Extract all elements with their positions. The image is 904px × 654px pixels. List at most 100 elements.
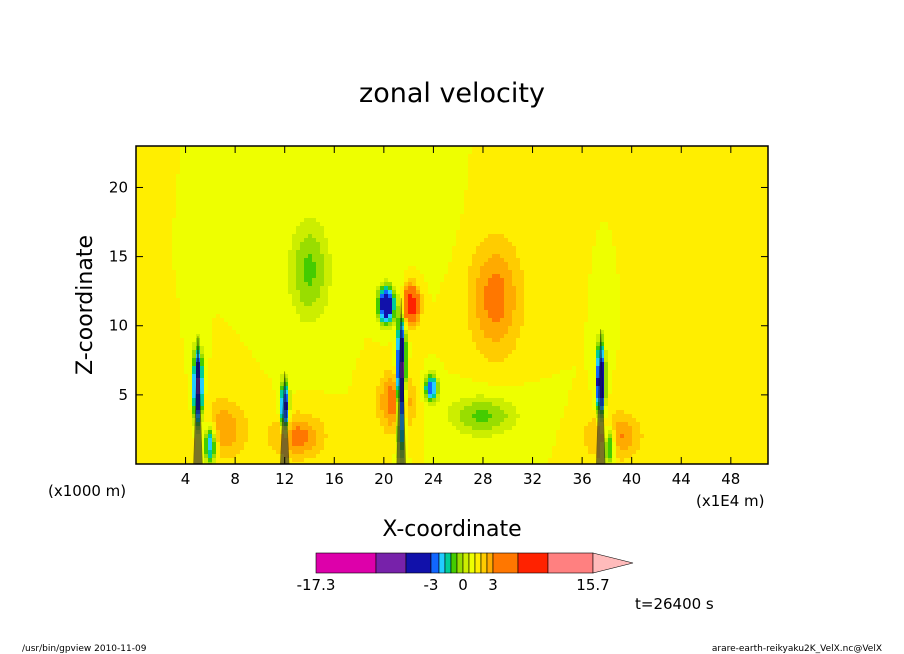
contour-cell xyxy=(488,190,493,195)
contour-cell xyxy=(524,158,529,163)
contour-cell xyxy=(652,194,657,199)
contour-cell xyxy=(720,258,725,263)
contour-cell xyxy=(252,222,257,227)
contour-cell xyxy=(704,158,709,163)
contour-cell xyxy=(652,170,657,175)
contour-cell xyxy=(236,238,241,243)
contour-cell xyxy=(424,154,429,159)
contour-cell xyxy=(540,182,545,187)
contour-cell xyxy=(176,194,181,199)
contour-cell xyxy=(588,174,593,179)
contour-cell xyxy=(596,166,601,171)
contour-cell xyxy=(748,266,753,271)
contour-cell xyxy=(432,234,437,239)
contour-cell xyxy=(424,190,429,195)
contour-cell xyxy=(392,178,397,183)
contour-cell xyxy=(396,150,401,155)
contour-cell xyxy=(644,190,649,195)
contour-cell xyxy=(724,242,729,247)
contour-cell xyxy=(572,266,577,271)
contour-cell xyxy=(252,206,257,211)
contour-cell xyxy=(484,154,489,159)
contour-cell xyxy=(624,226,629,231)
contour-cell xyxy=(228,226,233,231)
contour-cell xyxy=(756,218,761,223)
contour-cell xyxy=(548,146,553,151)
contour-cell xyxy=(700,210,705,215)
contour-cell xyxy=(536,150,541,155)
contour-cell xyxy=(596,238,601,243)
contour-cell xyxy=(292,166,297,171)
contour-cell xyxy=(344,242,349,247)
contour-cell xyxy=(524,154,529,159)
contour-cell xyxy=(552,242,557,247)
contour-cell xyxy=(420,218,425,223)
contour-cell xyxy=(676,186,681,191)
contour-cell xyxy=(644,234,649,239)
contour-cell xyxy=(744,166,749,171)
contour-cell xyxy=(508,162,513,167)
contour-cell xyxy=(544,218,549,223)
contour-cell xyxy=(268,178,273,183)
contour-cell xyxy=(508,186,513,191)
contour-cell xyxy=(556,234,561,239)
contour-cell xyxy=(164,254,169,259)
contour-cell xyxy=(560,230,565,235)
contour-cell xyxy=(256,242,261,247)
contour-cell xyxy=(712,166,717,171)
contour-cell xyxy=(596,158,601,163)
contour-cell xyxy=(484,254,489,259)
contour-cell xyxy=(172,258,177,263)
contour-cell xyxy=(656,250,661,255)
contour-cell xyxy=(208,242,213,247)
contour-cell xyxy=(148,146,153,151)
contour-cell xyxy=(352,250,357,255)
contour-cell xyxy=(192,238,197,243)
contour-cell xyxy=(584,158,589,163)
contour-cell xyxy=(260,186,265,191)
contour-cell xyxy=(416,242,421,247)
contour-cell xyxy=(668,238,673,243)
contour-cell xyxy=(272,214,277,219)
contour-cell xyxy=(560,258,565,263)
contour-cell xyxy=(748,218,753,223)
contour-cell xyxy=(404,226,409,231)
contour-cell xyxy=(436,266,441,271)
contour-cell xyxy=(236,242,241,247)
contour-cell xyxy=(700,206,705,211)
contour-cell xyxy=(488,254,493,259)
contour-cell xyxy=(676,166,681,171)
contour-cell xyxy=(616,178,621,183)
contour-cell xyxy=(704,254,709,259)
contour-cell xyxy=(272,258,277,263)
contour-cell xyxy=(152,162,157,167)
contour-cell xyxy=(372,234,377,239)
contour-cell xyxy=(376,266,381,271)
contour-cell xyxy=(284,210,289,215)
contour-cell xyxy=(756,226,761,231)
contour-cell xyxy=(488,230,493,235)
contour-cell xyxy=(336,190,341,195)
contour-cell xyxy=(700,218,705,223)
contour-cell xyxy=(400,210,405,215)
contour-cell xyxy=(160,198,165,203)
contour-cell xyxy=(144,222,149,227)
contour-cell xyxy=(652,210,657,215)
contour-cell xyxy=(284,150,289,155)
contour-cell xyxy=(680,250,685,255)
contour-cell xyxy=(524,222,529,227)
contour-cell xyxy=(388,214,393,219)
contour-cell xyxy=(272,146,277,151)
contour-cell xyxy=(704,182,709,187)
contour-cell xyxy=(628,194,633,199)
contour-cell xyxy=(388,150,393,155)
contour-cell xyxy=(372,214,377,219)
contour-cell xyxy=(492,206,497,211)
contour-cell xyxy=(492,222,497,227)
contour-cell xyxy=(528,186,533,191)
contour-cell xyxy=(564,150,569,155)
contour-cell xyxy=(456,218,461,223)
contour-cell xyxy=(720,166,725,171)
contour-cell xyxy=(668,182,673,187)
contour-cell xyxy=(296,158,301,163)
